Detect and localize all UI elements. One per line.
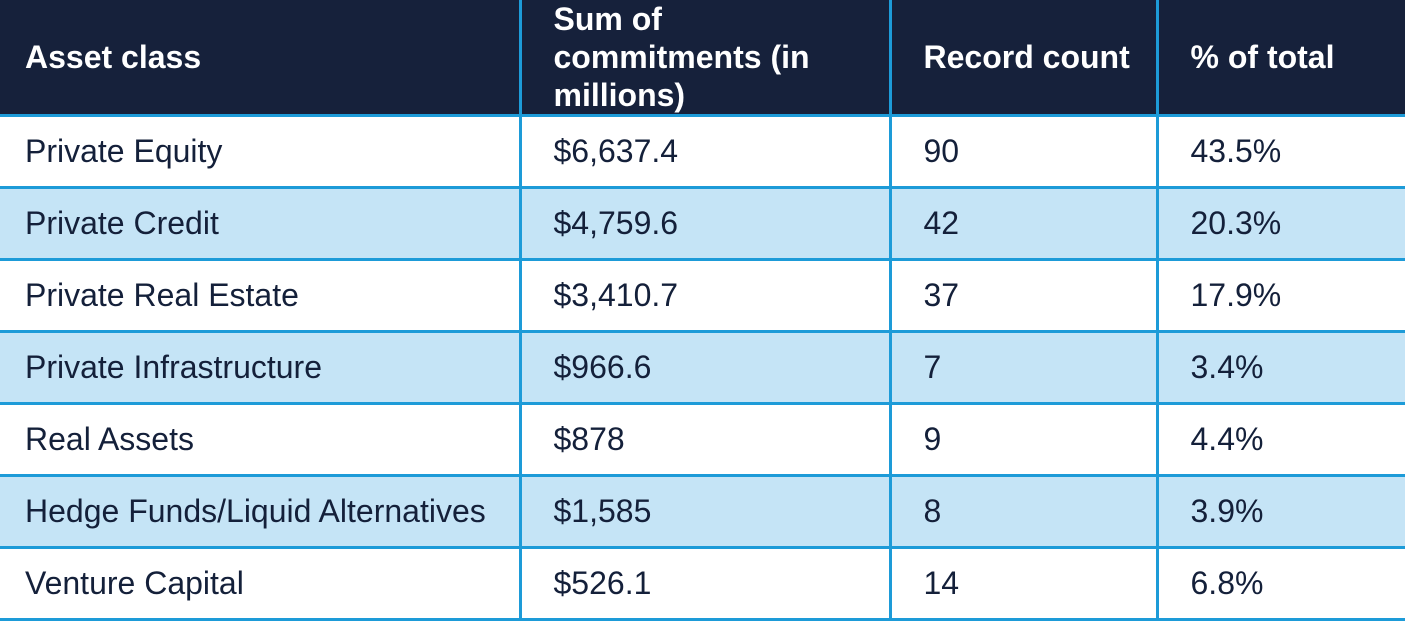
cell-record-count: 8 [890,475,1159,549]
cell-record-count: 7 [890,331,1159,405]
cell-asset-class: Hedge Funds/Liquid Alternatives [0,475,522,549]
cell-asset-class: Private Real Estate [0,259,522,333]
commitments-by-asset-class-table: Asset class Sum of commitments (in milli… [0,0,1405,621]
table-row: Hedge Funds/Liquid Alternatives $1,585 8… [0,475,1405,549]
header-cell-record-count: Record count [890,0,1159,117]
table-row: Private Credit $4,759.6 42 20.3% [0,187,1405,261]
cell-percent-of-total: 4.4% [1157,403,1405,477]
table-header-row: Asset class Sum of commitments (in milli… [0,0,1405,117]
cell-percent-of-total: 3.4% [1157,331,1405,405]
table-row: Real Assets $878 9 4.4% [0,403,1405,477]
cell-record-count: 9 [890,403,1159,477]
cell-percent-of-total: 20.3% [1157,187,1405,261]
cell-sum-of-commitments: $878 [520,403,892,477]
cell-percent-of-total: 17.9% [1157,259,1405,333]
header-cell-percent-of-total: % of total [1157,0,1405,117]
cell-percent-of-total: 43.5% [1157,115,1405,189]
cell-sum-of-commitments: $6,637.4 [520,115,892,189]
cell-record-count: 90 [890,115,1159,189]
header-cell-asset-class: Asset class [0,0,522,117]
cell-record-count: 14 [890,547,1159,621]
cell-asset-class: Private Infrastructure [0,331,522,405]
cell-sum-of-commitments: $1,585 [520,475,892,549]
table-row: Private Equity $6,637.4 90 43.5% [0,115,1405,189]
cell-record-count: 37 [890,259,1159,333]
table-row: Private Infrastructure $966.6 7 3.4% [0,331,1405,405]
cell-percent-of-total: 3.9% [1157,475,1405,549]
cell-sum-of-commitments: $3,410.7 [520,259,892,333]
cell-asset-class: Private Equity [0,115,522,189]
cell-sum-of-commitments: $966.6 [520,331,892,405]
cell-asset-class: Private Credit [0,187,522,261]
table-row: Venture Capital $526.1 14 6.8% [0,547,1405,621]
cell-percent-of-total: 6.8% [1157,547,1405,621]
cell-record-count: 42 [890,187,1159,261]
cell-sum-of-commitments: $4,759.6 [520,187,892,261]
cell-sum-of-commitments: $526.1 [520,547,892,621]
header-cell-sum-of-commitments: Sum of commitments (in millions) [520,0,892,117]
cell-asset-class: Real Assets [0,403,522,477]
table-row: Private Real Estate $3,410.7 37 17.9% [0,259,1405,333]
cell-asset-class: Venture Capital [0,547,522,621]
